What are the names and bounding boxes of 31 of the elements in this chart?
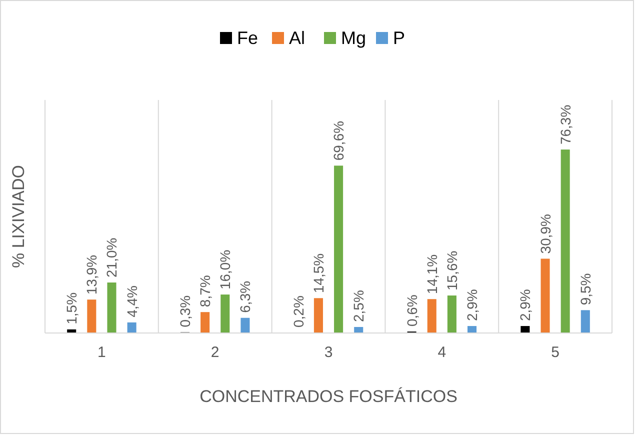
data-label: 8,7%	[197, 275, 214, 308]
x-tick-label: 4	[438, 344, 446, 361]
data-label: 30,9%	[537, 214, 554, 254]
data-label: 2,9%	[517, 289, 534, 322]
data-label: 76,3%	[557, 104, 574, 145]
data-label: 14,1%	[424, 254, 440, 294]
data-label: 69,6%	[330, 120, 347, 161]
x-axis-title: CONCENTRADOS FOSFÁTICOS	[200, 387, 458, 406]
legend-label: Al	[289, 28, 306, 48]
data-label: 0,3%	[176, 295, 193, 328]
data-label: 4,4%	[124, 286, 140, 318]
data-label: 1,5%	[64, 292, 80, 324]
data-label: 16,0%	[217, 250, 234, 290]
data-label: 2,5%	[350, 290, 367, 322]
data-label: 13,9%	[84, 254, 100, 295]
x-tick-label: 1	[98, 344, 106, 361]
x-tick-label: 5	[551, 344, 560, 361]
legend-label: Mg	[341, 28, 366, 48]
x-tick-label: 2	[210, 344, 220, 361]
x-tick-label: 3	[324, 344, 333, 361]
data-label: 9,5%	[577, 273, 594, 306]
y-axis-title: % LIXIVIADO	[9, 165, 28, 268]
data-label: 6,3%	[237, 280, 254, 313]
data-label: 15,6%	[444, 250, 460, 290]
legend-label: P	[393, 28, 406, 48]
legend-label: Fe	[237, 28, 258, 48]
data-label: 14,5%	[310, 253, 326, 294]
data-label: 2,9%	[464, 289, 480, 322]
data-label: 21,0%	[104, 238, 120, 278]
data-label: 0,6%	[404, 294, 420, 327]
data-label: 0,2%	[290, 296, 306, 328]
